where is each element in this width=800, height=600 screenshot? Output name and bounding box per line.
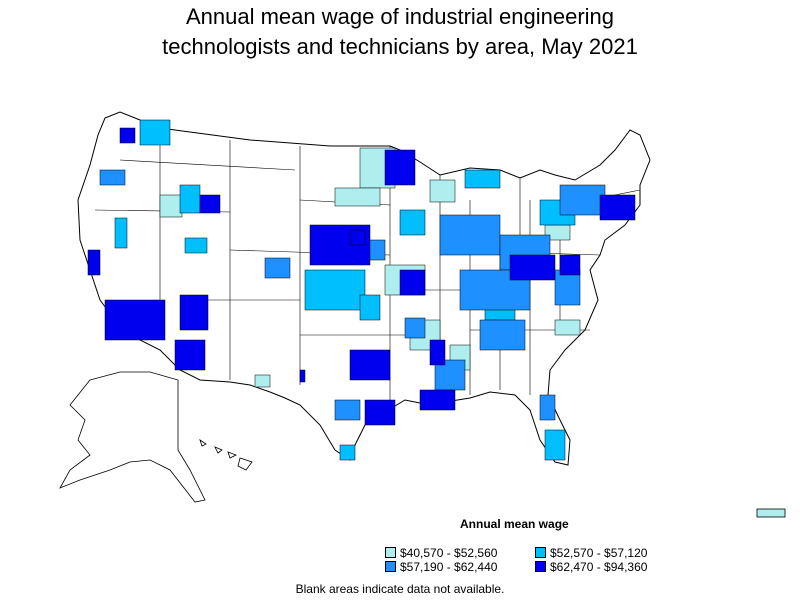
legend-swatch-tier-3 xyxy=(385,561,396,572)
legend-title: Annual mean wage xyxy=(460,517,569,531)
puerto-rico xyxy=(756,508,786,518)
legend-item-tier-4: $62,470 - $94,360 xyxy=(535,559,647,575)
legend-item-tier-1: $40,570 - $52,560 xyxy=(385,545,497,561)
legend-item-tier-3: $57,190 - $62,440 xyxy=(385,559,497,575)
legend-swatch-tier-1 xyxy=(385,547,396,558)
hawaii-islands xyxy=(199,439,253,471)
legend-label-tier-2: $52,570 - $57,120 xyxy=(550,546,648,560)
legend-swatch-tier-4 xyxy=(535,561,546,572)
legend-label-tier-1: $40,570 - $52,560 xyxy=(400,546,498,560)
legend-label-tier-4: $62,470 - $94,360 xyxy=(550,560,648,574)
legend-swatch-tier-2 xyxy=(535,547,546,558)
alaska-outline xyxy=(59,371,206,503)
legend-item-tier-2: $52,570 - $57,120 xyxy=(535,545,647,561)
wage-tier-4-areas xyxy=(87,127,636,426)
map-title-line-2: technologists and technicians by area, M… xyxy=(162,34,638,59)
blank-areas-note: Blank areas indicate data not available. xyxy=(295,582,505,596)
us-map xyxy=(59,111,786,518)
map-title: Annual mean wage of industrial engineeri… xyxy=(0,2,800,62)
map-title-line-1: Annual mean wage of industrial engineeri… xyxy=(185,4,615,29)
legend-label-tier-3: $57,190 - $62,440 xyxy=(400,560,498,574)
